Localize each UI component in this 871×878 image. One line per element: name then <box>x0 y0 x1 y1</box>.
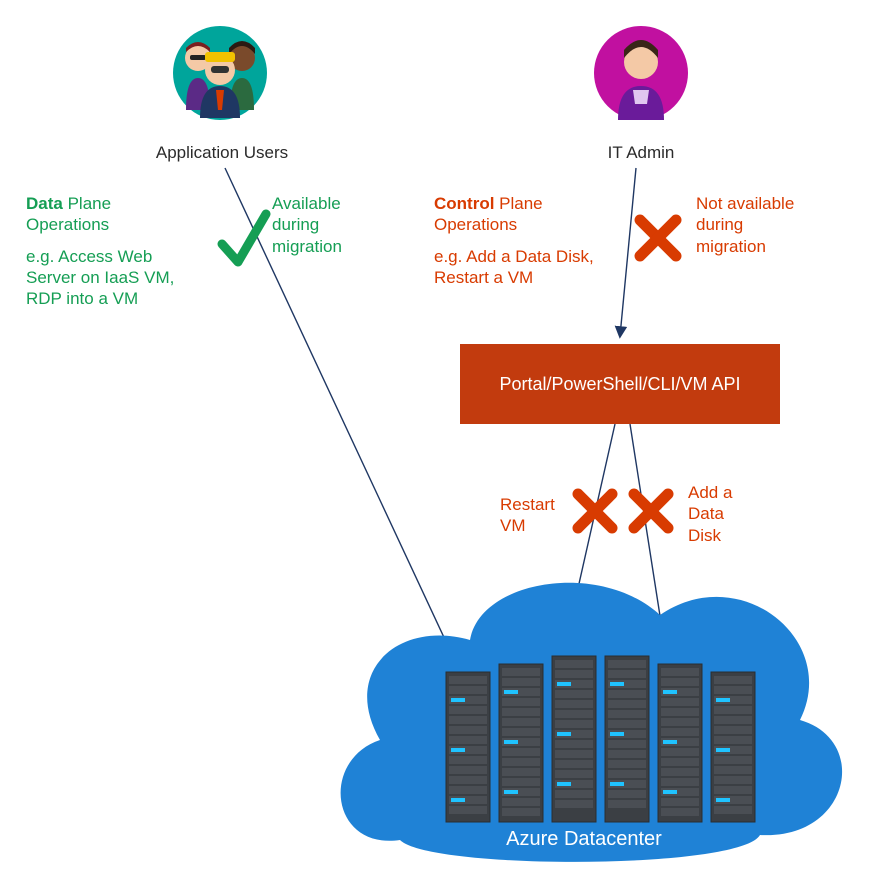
it-admin-icon <box>594 26 688 120</box>
control-plane-bold: Control <box>434 194 494 213</box>
available-text: Available during migration <box>272 193 382 257</box>
x-icon-right <box>634 494 668 528</box>
app-users-icon <box>173 26 267 120</box>
control-plane-text: Control Plane Operations e.g. Add a Data… <box>434 193 604 288</box>
x-icon-top <box>640 220 676 256</box>
server-rack <box>711 672 755 822</box>
svg-layer <box>0 0 871 878</box>
data-plane-detail: e.g. Access Web Server on IaaS VM, RDP i… <box>26 247 174 309</box>
not-available-text: Not available during migration <box>696 193 806 257</box>
x-icon-left <box>578 494 612 528</box>
server-rack <box>605 656 649 822</box>
portal-box: Portal/PowerShell/CLI/VM API <box>460 344 780 424</box>
portal-label: Portal/PowerShell/CLI/VM API <box>499 374 740 395</box>
edge-admin-to-portal <box>620 168 636 336</box>
datacenter-label: Azure Datacenter <box>454 828 714 851</box>
data-plane-text: Data Plane Operations e.g. Access Web Se… <box>26 193 196 309</box>
it-admin-label: IT Admin <box>586 142 696 163</box>
server-rack <box>499 664 543 822</box>
control-plane-detail: e.g. Add a Data Disk, Restart a VM <box>434 247 594 287</box>
server-rack <box>446 672 490 822</box>
add-disk-text: Add a Data Disk <box>688 482 758 546</box>
app-users-label: Application Users <box>142 142 302 163</box>
data-plane-bold: Data <box>26 194 63 213</box>
server-rack <box>658 664 702 822</box>
restart-vm-text: Restart VM <box>500 494 570 537</box>
check-icon <box>222 214 266 262</box>
diagram-canvas: { "type": "flowchart", "canvas": { "widt… <box>0 0 871 878</box>
server-rack <box>552 656 596 822</box>
